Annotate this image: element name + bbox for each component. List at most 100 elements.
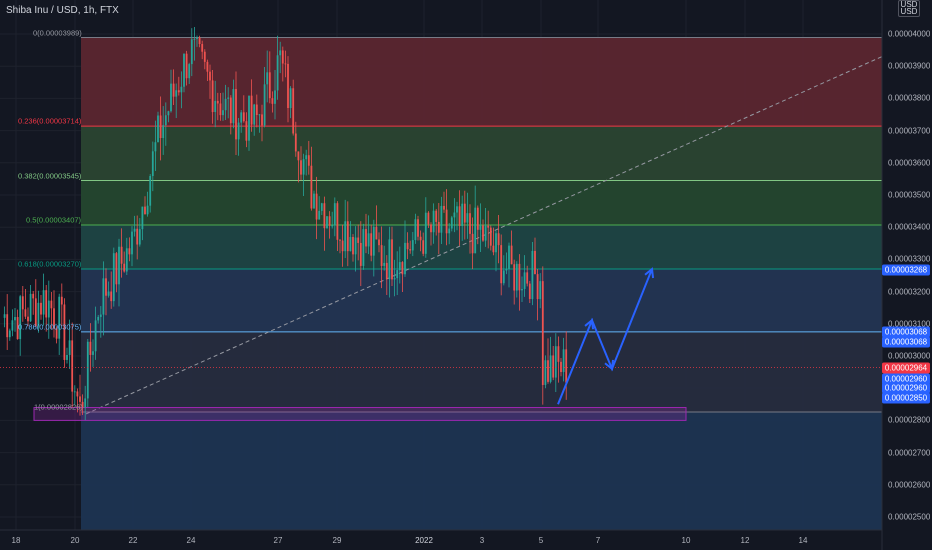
- candle-body: [263, 84, 266, 126]
- candle-body: [185, 53, 188, 79]
- price-badge: 0.00002850: [882, 392, 930, 404]
- candle-body: [456, 206, 458, 213]
- candle-body: [287, 63, 289, 109]
- candle-body: [318, 210, 321, 220]
- candle-body: [554, 346, 557, 378]
- candle-body: [315, 193, 318, 220]
- price-tick-label: 0.00003300: [888, 254, 931, 264]
- candle-body: [19, 296, 22, 340]
- candle-body: [84, 398, 87, 408]
- candle-body: [216, 100, 219, 104]
- candle-body: [388, 239, 391, 280]
- candle-body: [476, 207, 479, 230]
- candle-body: [266, 72, 269, 85]
- candle-body: [292, 88, 295, 134]
- fib-level-label: 0(0.00003989): [33, 28, 82, 38]
- candle-body: [125, 248, 128, 272]
- candle-body: [76, 391, 79, 397]
- candle-body: [406, 242, 409, 250]
- candle-body: [344, 221, 347, 252]
- candle-body: [370, 233, 373, 256]
- candle-body: [250, 95, 253, 125]
- symbol-title[interactable]: Shiba Inu / USD, 1h, FTX: [6, 5, 119, 16]
- candle-body: [73, 391, 76, 393]
- projection-arrowhead: [644, 267, 655, 279]
- candle-body: [271, 98, 274, 104]
- candle-body: [427, 212, 430, 225]
- candle-body: [276, 55, 279, 91]
- candle-body: [547, 360, 549, 382]
- candle-body: [479, 225, 482, 230]
- price-tick-label: 0.00002500: [888, 512, 931, 522]
- candle-body: [336, 203, 339, 240]
- support-zone-box: [33, 407, 687, 421]
- price-tick-label: 0.00003600: [888, 158, 931, 168]
- fib-level-label: 0.618(0.00003270): [18, 259, 82, 269]
- candle-body: [240, 112, 243, 123]
- candle-body: [232, 89, 235, 124]
- candle-body: [193, 38, 196, 40]
- candle-body: [258, 114, 261, 116]
- candle-body: [357, 237, 360, 243]
- candle-body: [151, 151, 154, 177]
- price-tick-label: 0.00003400: [888, 222, 931, 232]
- price-badge: 0.00002960: [882, 373, 930, 385]
- candle-body: [523, 272, 526, 289]
- price-badge: 0.00002960: [882, 382, 930, 394]
- candle-body: [557, 346, 560, 362]
- fib-level-label: 1(0.00002826): [34, 402, 83, 412]
- candle-body: [177, 90, 180, 93]
- fib-zone: [81, 269, 882, 332]
- candle-body: [141, 206, 144, 230]
- candle-body: [513, 264, 516, 291]
- candle-body: [448, 228, 451, 234]
- candle-body: [211, 80, 214, 113]
- price-tick-label: 0.00002600: [888, 480, 931, 490]
- candle-body: [414, 219, 417, 241]
- candle-body: [203, 51, 206, 62]
- candle-body: [144, 206, 146, 215]
- candle-body: [138, 229, 141, 245]
- candle-body: [188, 64, 191, 79]
- candle-body: [300, 160, 302, 175]
- candle-body: [128, 248, 131, 255]
- candle-body: [24, 309, 27, 317]
- candle-body: [102, 278, 105, 315]
- candle-body: [424, 212, 427, 254]
- candle-body: [183, 53, 185, 87]
- candle-body: [112, 253, 115, 302]
- candle-body: [159, 115, 162, 139]
- fib-zone: [81, 331, 882, 413]
- candle-body: [305, 155, 308, 160]
- candle-body: [346, 221, 349, 252]
- candle-body: [445, 209, 448, 234]
- candle-body: [131, 231, 133, 255]
- candle-body: [123, 263, 126, 272]
- candle-body: [398, 262, 401, 271]
- time-tick-label: 14: [798, 536, 808, 545]
- candle-body: [359, 242, 362, 266]
- candle-body: [68, 340, 71, 356]
- candle-body: [391, 239, 393, 280]
- currency-button[interactable]: USD USD: [898, 0, 920, 17]
- candle-body: [484, 225, 487, 241]
- candle-body: [198, 37, 201, 45]
- candle-body: [253, 104, 256, 125]
- candle-body: [333, 203, 336, 226]
- price-tick-label: 0.00002700: [888, 448, 931, 458]
- candle-body: [237, 122, 240, 140]
- currency-label-top: USD: [900, 0, 918, 9]
- candle-body: [224, 98, 227, 111]
- candle-body: [541, 281, 544, 385]
- time-tick-label: 2022: [415, 536, 433, 545]
- candle-body: [133, 228, 136, 232]
- candle-body: [526, 272, 529, 284]
- candle-body: [562, 349, 565, 373]
- candle-body: [326, 216, 328, 229]
- candle-body: [302, 159, 305, 175]
- candle-body: [255, 104, 258, 116]
- candle-body: [367, 233, 370, 247]
- candle-body: [47, 300, 50, 318]
